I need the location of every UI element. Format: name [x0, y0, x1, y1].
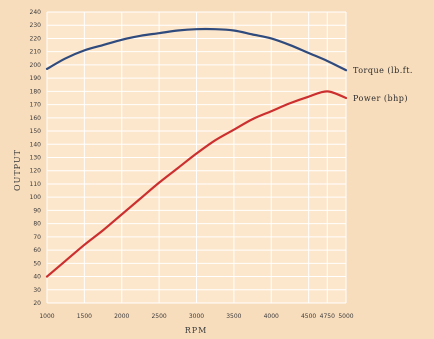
x-tick-label: 2000: [114, 313, 129, 320]
x-tick-label: 4750: [320, 313, 335, 320]
y-tick-label: 100: [30, 194, 42, 201]
y-tick-label: 60: [33, 247, 41, 254]
y-tick-label: 150: [30, 128, 42, 135]
y-tick-label: 40: [33, 274, 41, 281]
y-tick-label: 200: [30, 62, 42, 69]
y-tick-label: 210: [30, 49, 42, 56]
y-tick-label: 140: [30, 141, 42, 148]
y-tick-label: 90: [33, 207, 41, 214]
series-lines: [45, 27, 348, 278]
power-line: [45, 90, 348, 278]
torque-label: Torque (lb.ft.: [353, 66, 413, 75]
x-tick-label: 4000: [264, 313, 279, 320]
y-tick-label: 170: [30, 102, 42, 109]
y-tick-label: 190: [30, 75, 42, 82]
x-tick-labels: 1000 1500 2000 2500 3000 3500 4000 4500 4750 5000: [39, 313, 353, 320]
x-tick-label: 5000: [338, 313, 353, 320]
y-tick-label: 70: [33, 234, 41, 241]
y-tick-label: 110: [30, 181, 42, 188]
y-tick-label: 80: [33, 221, 41, 228]
y-tick-label: 220: [30, 35, 42, 42]
power-label: Power (bhp): [353, 94, 408, 103]
y-tick-labels: 20 30 40 50 60 70 80 90 100 110 120 130 140 150 160 170…: [30, 9, 42, 307]
x-tick-label: 3000: [189, 313, 204, 320]
torque-line: [45, 27, 348, 72]
x-axis-title: RPM: [185, 326, 208, 335]
y-tick-label: 160: [30, 115, 42, 122]
y-tick-label: 130: [30, 155, 42, 162]
y-tick-label: 20: [33, 300, 41, 307]
x-tick-label: 1500: [77, 313, 92, 320]
y-tick-label: 120: [30, 168, 42, 175]
grid: [46, 11, 347, 304]
x-tick-label: 2500: [151, 313, 166, 320]
y-tick-label: 50: [33, 260, 41, 267]
y-tick-label: 240: [30, 9, 42, 16]
y-tick-label: 30: [33, 287, 41, 294]
series-labels: Torque (lb.ft. Power (bhp): [353, 66, 413, 103]
y-tick-label: 180: [30, 88, 42, 95]
x-tick-label: 4500: [301, 313, 316, 320]
y-tick-label: 230: [30, 22, 42, 29]
x-tick-label: 1000: [39, 313, 54, 320]
y-axis-title: OUTPUT: [13, 149, 22, 191]
x-tick-label: 3500: [226, 313, 241, 320]
